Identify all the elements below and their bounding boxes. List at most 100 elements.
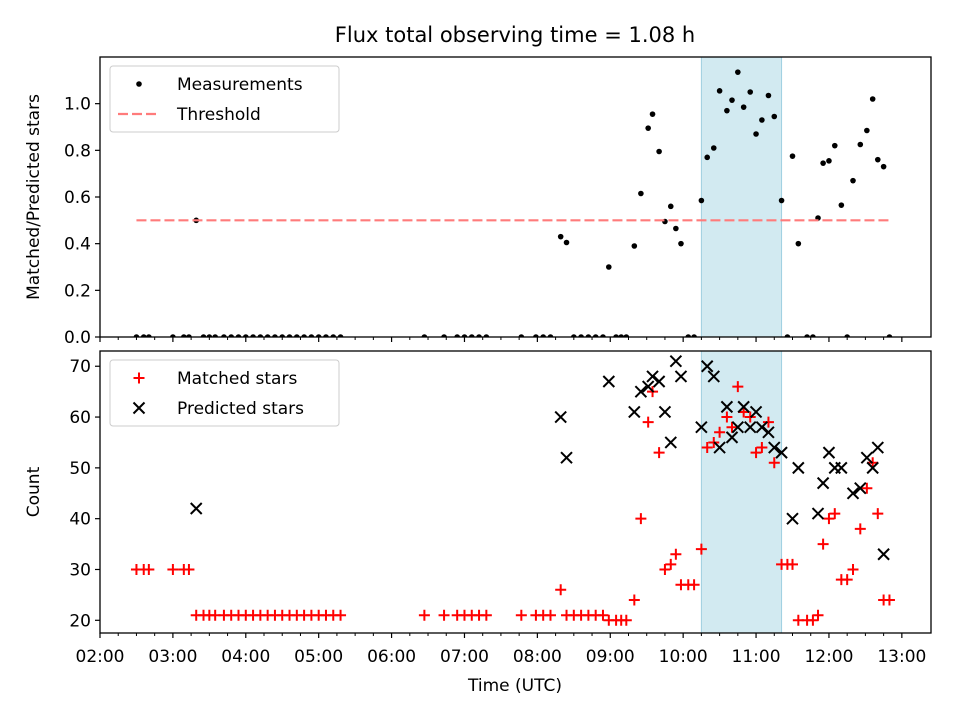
measurement-point bbox=[212, 334, 218, 337]
y-tick-label: 0.8 bbox=[64, 141, 91, 161]
matched-star-point bbox=[861, 482, 873, 494]
measurement-point bbox=[294, 334, 300, 337]
measurement-point bbox=[618, 334, 624, 337]
measurement-point bbox=[771, 113, 778, 120]
measurement-point bbox=[810, 334, 816, 337]
measurement-point bbox=[623, 334, 630, 337]
measurement-point bbox=[563, 239, 570, 246]
legend-swatch bbox=[132, 401, 146, 415]
x-tick-label: 03:00 bbox=[148, 647, 197, 667]
predicted-star-point bbox=[713, 441, 726, 454]
measurement-point bbox=[533, 334, 539, 337]
measurement-point bbox=[729, 97, 735, 103]
matched-star-point bbox=[787, 558, 798, 570]
measurement-point bbox=[673, 225, 679, 232]
measurement-point bbox=[857, 141, 864, 148]
measurement-point bbox=[518, 334, 525, 337]
predicted-star-point bbox=[602, 375, 616, 388]
legend-swatch bbox=[133, 372, 145, 384]
matched-star-point bbox=[635, 513, 647, 525]
measurement-point bbox=[592, 334, 599, 337]
measurement-point bbox=[181, 334, 187, 337]
matched-star-point bbox=[642, 416, 654, 428]
measurement-point bbox=[170, 334, 176, 337]
measurement-point bbox=[186, 334, 192, 337]
x-tick-label: 08:00 bbox=[513, 647, 562, 667]
predicted-star-point bbox=[744, 421, 757, 434]
matched-star-point bbox=[756, 442, 768, 454]
measurement-point bbox=[330, 334, 337, 337]
matched-star-point bbox=[620, 614, 632, 626]
measurement-point bbox=[323, 334, 329, 337]
measurement-point bbox=[740, 104, 747, 110]
predicted-star-point bbox=[871, 441, 884, 454]
measurement-point bbox=[667, 203, 674, 210]
y-tick-label: 40 bbox=[69, 510, 91, 530]
predicted-star-point bbox=[674, 370, 688, 383]
measurement-point bbox=[461, 334, 468, 337]
predicted-star-point bbox=[560, 451, 573, 464]
matched-star-point bbox=[597, 609, 609, 621]
y-tick-label: 20 bbox=[69, 611, 91, 631]
measurement-point bbox=[600, 334, 606, 337]
matched-star-point bbox=[183, 563, 195, 575]
x-axis-label: Time (UTC) bbox=[467, 676, 562, 696]
predicted-star-point bbox=[768, 441, 781, 454]
y-tick-label: 30 bbox=[69, 560, 91, 580]
measurement-point bbox=[476, 334, 482, 337]
x-tick-label: 10:00 bbox=[659, 647, 708, 667]
measurement-point bbox=[886, 334, 893, 337]
y-tick-label: 0.0 bbox=[64, 328, 91, 348]
measurement-point bbox=[795, 240, 802, 247]
predicted-star-point bbox=[860, 451, 874, 464]
predicted-star-point bbox=[554, 410, 567, 424]
predicted-star-point bbox=[701, 360, 714, 373]
plot-area bbox=[130, 354, 895, 626]
matched-star-point bbox=[807, 614, 819, 626]
matched-star-point bbox=[688, 579, 700, 591]
measurement-point bbox=[301, 334, 307, 337]
measurement-point bbox=[272, 334, 278, 337]
matched-star-point bbox=[628, 594, 640, 606]
chart-title: Flux total observing time = 1.08 h bbox=[335, 23, 695, 47]
matched-star-point bbox=[721, 411, 733, 423]
measurement-point bbox=[747, 89, 754, 95]
measurement-point bbox=[606, 264, 612, 270]
measurement-point bbox=[337, 334, 344, 337]
y-tick-label: 60 bbox=[69, 408, 91, 428]
matched-star-point bbox=[847, 563, 859, 575]
y-tick-label: 1.0 bbox=[64, 95, 91, 115]
measurement-point bbox=[468, 334, 475, 337]
predicted-star-point bbox=[775, 446, 788, 459]
matched-star-point bbox=[418, 609, 430, 621]
measurement-point bbox=[257, 334, 264, 337]
matched-star-point bbox=[670, 548, 682, 560]
measurement-point bbox=[200, 334, 207, 337]
matched-star-point bbox=[817, 538, 829, 550]
measurement-point bbox=[441, 334, 447, 337]
measurement-point bbox=[631, 243, 638, 249]
measurement-point bbox=[704, 154, 711, 161]
x-tick-label: 06:00 bbox=[367, 647, 416, 667]
matched-star-point bbox=[143, 563, 155, 575]
legend-label: Predicted stars bbox=[177, 399, 304, 419]
measurement-point bbox=[228, 334, 235, 337]
measurement-point bbox=[735, 69, 741, 75]
predicted-star-point bbox=[877, 548, 890, 561]
predicted-star-point bbox=[762, 426, 775, 439]
predicted-star-point bbox=[634, 385, 648, 398]
matched-star-point bbox=[438, 609, 450, 621]
matched-star-point bbox=[167, 563, 179, 575]
measurement-point bbox=[820, 160, 826, 166]
measurement-point bbox=[206, 334, 213, 337]
bottom-panel: 20 30 40 50 60 70 02:00 03:00 04:00 05:00 06:00 07:… bbox=[24, 350, 932, 667]
predicted-star-point bbox=[707, 370, 720, 383]
x-tick-label: 11:00 bbox=[732, 647, 781, 667]
axes-frame bbox=[99, 350, 932, 634]
measurement-point bbox=[308, 334, 315, 337]
predicted-star-point bbox=[749, 405, 763, 419]
measurement-point bbox=[710, 145, 717, 151]
predicted-star-point bbox=[792, 461, 805, 475]
measurement-point bbox=[613, 334, 619, 337]
